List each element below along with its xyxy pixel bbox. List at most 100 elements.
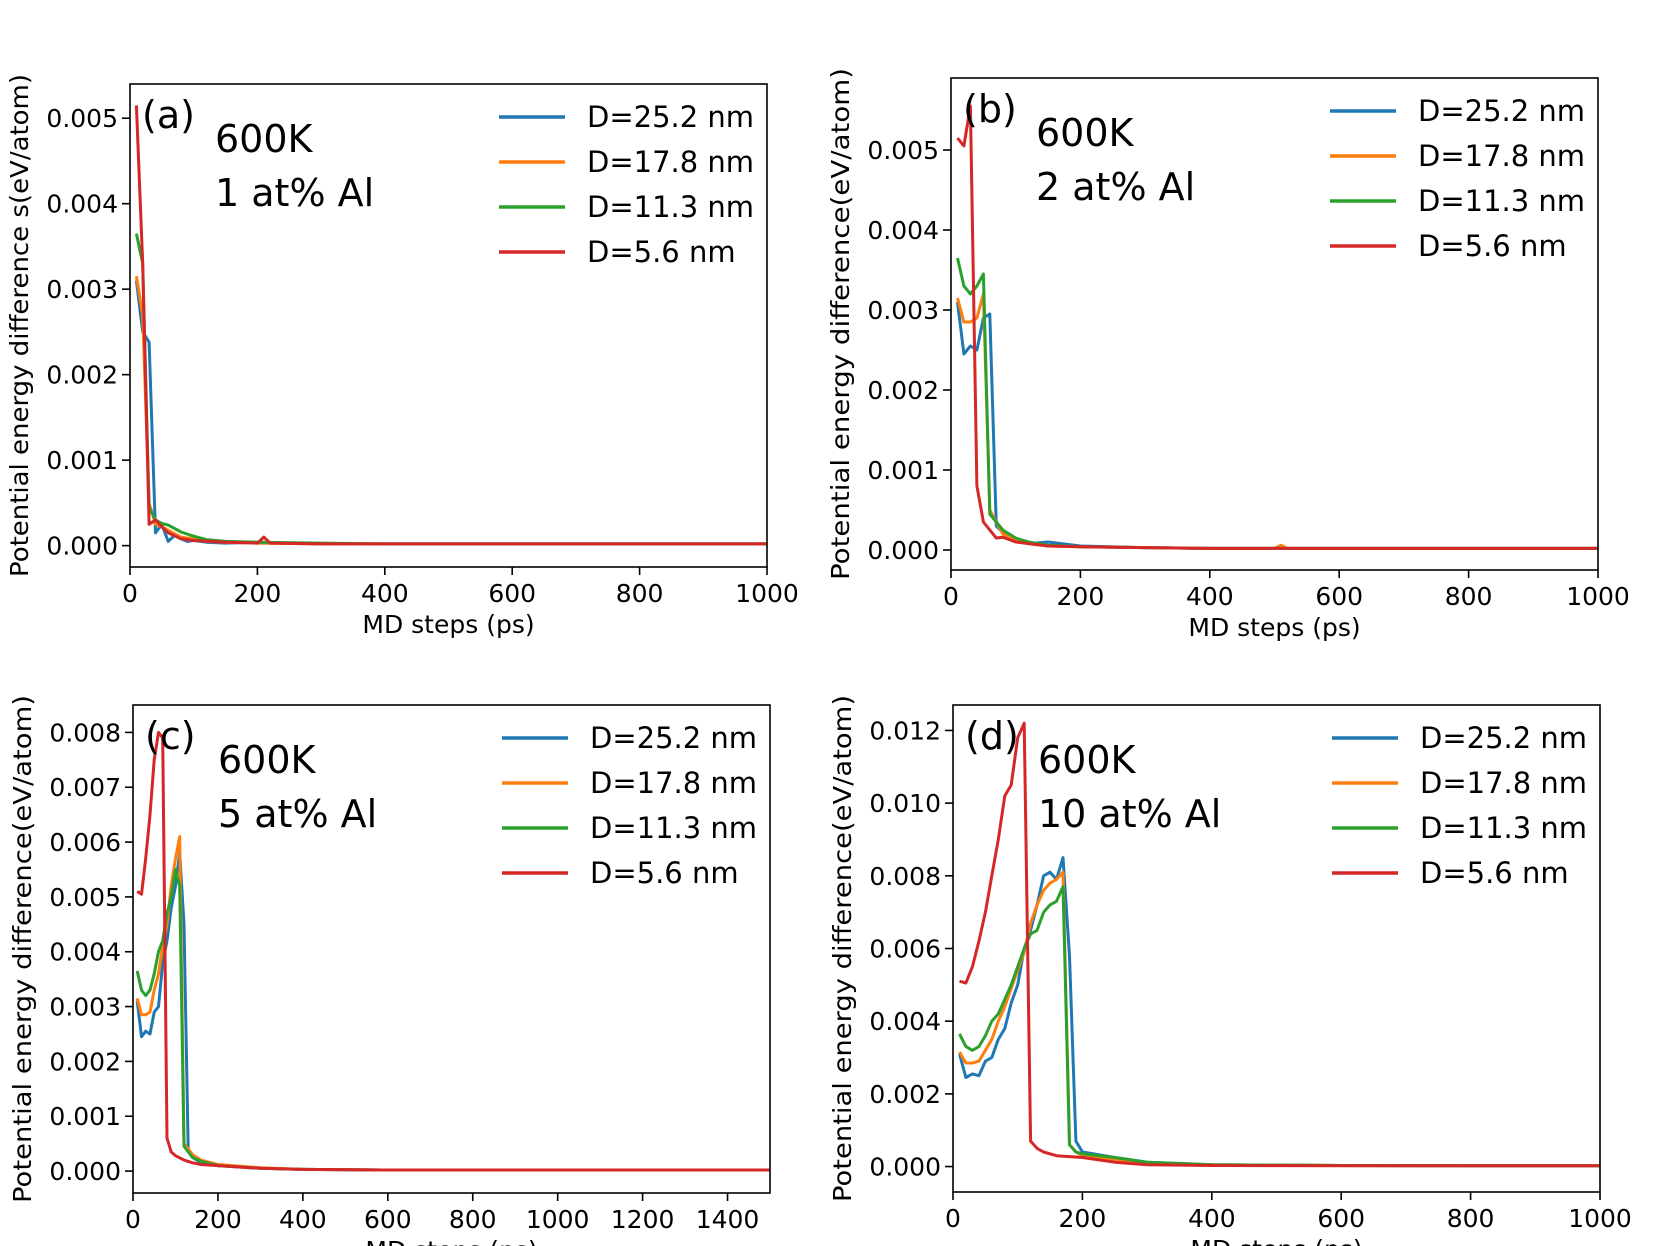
- y-axis-label: Potential energy difference(eV/atom): [828, 695, 857, 1202]
- y-tick-label: 0.001: [867, 456, 939, 485]
- y-tick-label: 0.000: [869, 1153, 941, 1182]
- legend: D=25.2 nm D=17.8 nm D=11.3 nm D=5.6 nm: [1330, 94, 1585, 263]
- annotation-composition: 1 at% Al: [215, 171, 374, 215]
- series-line-11-3nm: [956, 257, 1598, 550]
- x-tick-label: 1000: [735, 579, 799, 608]
- x-tick-label: 800: [616, 579, 664, 608]
- series-line-17-8nm: [956, 292, 1598, 550]
- x-tick-label: 1200: [611, 1205, 675, 1234]
- series-line-11-3nm: [958, 885, 1600, 1168]
- legend: D=25.2 nm D=17.8 nm D=11.3 nm D=5.6 nm: [1332, 721, 1587, 890]
- x-tick-label: 800: [449, 1205, 497, 1234]
- x-axis-label: MD steps (ps): [362, 610, 534, 639]
- y-tick-label: 0.003: [49, 993, 121, 1022]
- legend-entry: D=5.6 nm: [1420, 856, 1569, 890]
- x-tick-label: 1000: [1568, 1204, 1632, 1233]
- legend-entry: D=25.2 nm: [1420, 721, 1587, 755]
- y-tick-label: 0.010: [869, 789, 941, 818]
- legend-entry: D=17.8 nm: [590, 766, 757, 800]
- plot-frame: [129, 83, 768, 568]
- panel-d: 0 200 400 600 800 1000 0.000 0.002 0.004 0.006 0.0…: [828, 695, 1632, 1246]
- legend-entry: D=5.6 nm: [590, 856, 739, 890]
- y-tick-label: 0.002: [867, 376, 939, 405]
- legend-entry: D=11.3 nm: [587, 190, 754, 224]
- x-tick-label: 1400: [696, 1205, 760, 1234]
- y-tick-label: 0.002: [49, 1047, 121, 1076]
- x-tick-label: 200: [1057, 582, 1105, 611]
- y-tick-label: 0.001: [49, 1102, 121, 1131]
- x-tick-label: 0: [943, 582, 959, 611]
- series-line-11-3nm: [135, 868, 770, 1172]
- panel-b: 0 200 400 600 800 1000 0.000 0.001 0.002 0.003 0.0…: [826, 68, 1630, 642]
- series-line-5-6nm: [956, 104, 1598, 550]
- plot-frame: [950, 77, 1599, 571]
- x-tick-label: 400: [1186, 582, 1234, 611]
- legend-entry: D=11.3 nm: [590, 811, 757, 845]
- x-tick-label: 0: [125, 1205, 141, 1234]
- legend-entry: D=25.2 nm: [1418, 94, 1585, 128]
- series-line-25-2nm: [958, 856, 1600, 1168]
- x-tick-label: 400: [1188, 1204, 1236, 1233]
- panel-a: 0 200 400 600 800 1000 0.000 0.001 0.002 0.003 0.0…: [5, 74, 799, 639]
- x-tick-label: 400: [279, 1205, 327, 1234]
- x-tick-label: 600: [488, 579, 536, 608]
- x-tick-label: 800: [1447, 1204, 1495, 1233]
- y-tick-label: 0.004: [46, 190, 118, 219]
- x-tick-label: 200: [194, 1205, 242, 1234]
- x-axis-label: MD steps (ps): [365, 1236, 537, 1246]
- legend-entry: D=11.3 nm: [1418, 184, 1585, 218]
- x-tick-label: 0: [122, 579, 138, 608]
- legend-entry: D=5.6 nm: [587, 235, 736, 269]
- x-tick-label: 200: [1059, 1204, 1107, 1233]
- y-tick-label: 0.000: [867, 536, 939, 565]
- y-axis-label: Potential energy difference(eV/atom): [826, 68, 855, 580]
- legend: D=25.2 nm D=17.8 nm D=11.3 nm D=5.6 nm: [499, 100, 754, 269]
- x-tick-label: 600: [364, 1205, 412, 1234]
- plot-frame: [132, 704, 771, 1194]
- y-tick-label: 0.005: [867, 136, 939, 165]
- y-axis-label: Potential energy difference(eV/atom): [8, 695, 37, 1203]
- x-axis-label: MD steps (ps): [1190, 1235, 1362, 1246]
- series-line-17-8nm: [134, 276, 767, 546]
- legend-entry: D=5.6 nm: [1418, 229, 1567, 263]
- legend-entry: D=25.2 nm: [587, 100, 754, 134]
- annotation-composition: 10 at% Al: [1038, 792, 1221, 836]
- series-line-17-8nm: [958, 870, 1600, 1168]
- y-tick-label: 0.006: [49, 828, 121, 857]
- y-tick-label: 0.003: [46, 275, 118, 304]
- series-group: [958, 721, 1600, 1168]
- x-axis-label: MD steps (ps): [1188, 613, 1360, 642]
- panel-label: (b): [963, 87, 1017, 131]
- y-tick-label: 0.012: [869, 716, 941, 745]
- annotation-temperature: 600K: [218, 738, 317, 782]
- annotation-temperature: 600K: [1038, 738, 1137, 782]
- x-tick-label: 400: [361, 579, 409, 608]
- legend-entry: D=17.8 nm: [1420, 766, 1587, 800]
- y-tick-label: 0.007: [49, 773, 121, 802]
- series-line-11-3nm: [134, 233, 767, 546]
- legend-entry: D=17.8 nm: [1418, 139, 1585, 173]
- y-tick-label: 0.002: [869, 1080, 941, 1109]
- y-tick-label: 0.004: [49, 938, 121, 967]
- x-tick-label: 200: [234, 579, 282, 608]
- legend-entry: D=25.2 nm: [590, 721, 757, 755]
- annotation-composition: 2 at% Al: [1036, 165, 1195, 209]
- series-group: [956, 104, 1598, 550]
- y-tick-label: 0.005: [49, 883, 121, 912]
- legend-entry: D=11.3 nm: [1420, 811, 1587, 845]
- panel-c: 0 200 400 600 800 1000 1200 1400 0.000 0.001 0.002…: [8, 695, 771, 1246]
- y-tick-label: 0.004: [867, 216, 939, 245]
- panel-label: (d): [965, 714, 1019, 758]
- y-tick-label: 0.005: [46, 104, 118, 133]
- y-tick-label: 0.008: [49, 718, 121, 747]
- y-tick-label: 0.000: [49, 1157, 121, 1186]
- y-tick-label: 0.000: [46, 532, 118, 561]
- series-line-5-6nm: [134, 105, 767, 546]
- x-tick-label: 1000: [526, 1205, 590, 1234]
- x-tick-label: 1000: [1566, 582, 1630, 611]
- series-line-5-6nm: [959, 721, 1600, 1168]
- annotation-temperature: 600K: [215, 117, 314, 161]
- y-tick-label: 0.002: [46, 361, 118, 390]
- series-line-5-6nm: [136, 730, 770, 1172]
